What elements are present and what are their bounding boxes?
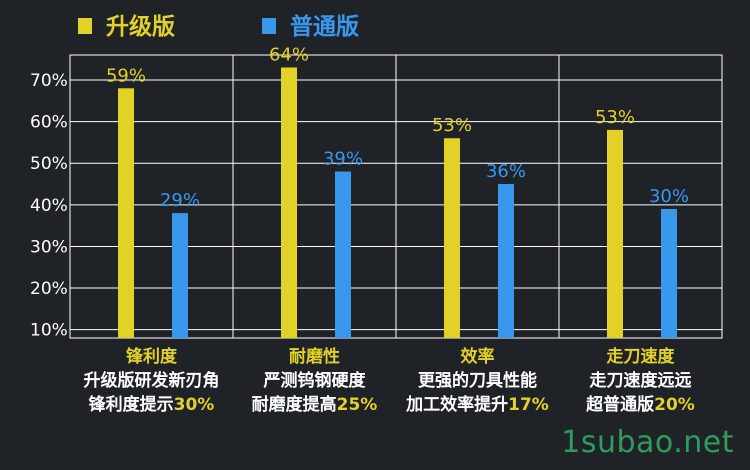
category-label: 锋利度 bbox=[126, 346, 178, 367]
category-label: 效率 bbox=[461, 346, 495, 367]
category-desc-text: 锋利度提示 bbox=[89, 394, 174, 415]
category-desc-value: 30% bbox=[174, 395, 215, 415]
category-desc-line1: 走刀速度远远 bbox=[590, 370, 692, 391]
category-label: 耐磨性 bbox=[289, 346, 340, 367]
legend-label-1: 普通版 bbox=[290, 13, 359, 40]
category-desc-value: 17% bbox=[508, 395, 549, 415]
y-tick-label: 50% bbox=[30, 154, 68, 174]
data-label: 59% bbox=[106, 65, 146, 86]
category-desc-line2: 加工效率提升17% bbox=[405, 394, 549, 415]
data-label: 39% bbox=[323, 149, 363, 170]
bar bbox=[661, 208, 677, 338]
bar bbox=[335, 171, 351, 338]
category-desc-text: 加工效率提升 bbox=[405, 394, 508, 415]
legend-label-0: 升级版 bbox=[106, 13, 175, 40]
data-labels: 59% 64% 53% 53% 29% 39% 36% 30% bbox=[106, 44, 689, 211]
bar bbox=[172, 213, 188, 338]
bar bbox=[607, 129, 623, 338]
data-label: 53% bbox=[595, 107, 635, 128]
y-tick-label: 20% bbox=[30, 279, 68, 299]
legend: 升级版 普通版 bbox=[78, 13, 359, 40]
y-axis-ticks: 10% 20% 30% 40% 50% 60% 70% bbox=[30, 71, 68, 341]
y-tick-label: 10% bbox=[30, 321, 68, 341]
category-desc-line1: 更强的刀具性能 bbox=[418, 370, 537, 391]
legend-swatch-1 bbox=[262, 18, 276, 34]
category-desc-line1: 升级版研发新刃角 bbox=[84, 370, 220, 391]
category-desc-value: 25% bbox=[337, 395, 378, 415]
category-desc-line2: 耐磨度提高25% bbox=[252, 394, 378, 415]
category-descriptions: 锋利度升级版研发新刃角锋利度提示30%耐磨性严测钨钢硬度耐磨度提高25%效率更强… bbox=[84, 346, 695, 415]
data-label: 30% bbox=[649, 186, 689, 207]
data-label: 64% bbox=[269, 44, 309, 65]
data-label: 53% bbox=[432, 115, 472, 136]
category-desc-text: 耐磨度提高 bbox=[252, 394, 337, 415]
bar bbox=[281, 67, 297, 338]
watermark: 1subao.net bbox=[561, 425, 734, 460]
category-desc-value: 20% bbox=[654, 395, 695, 415]
bar bbox=[498, 184, 514, 338]
y-tick-label: 70% bbox=[30, 71, 68, 91]
legend-swatch-0 bbox=[78, 18, 92, 34]
data-label: 36% bbox=[486, 161, 526, 182]
bar bbox=[118, 88, 134, 338]
bar bbox=[444, 138, 460, 338]
category-label: 走刀速度 bbox=[607, 346, 676, 367]
y-tick-label: 60% bbox=[30, 113, 68, 133]
bars bbox=[118, 67, 677, 338]
y-tick-label: 40% bbox=[30, 196, 68, 216]
category-desc-line1: 严测钨钢硬度 bbox=[264, 370, 367, 391]
y-tick-label: 30% bbox=[30, 237, 68, 257]
data-label: 29% bbox=[160, 190, 200, 211]
category-desc-text: 超普通版 bbox=[586, 394, 654, 415]
category-desc-line2: 锋利度提示30% bbox=[89, 394, 215, 415]
category-desc-line2: 超普通版20% bbox=[586, 394, 695, 415]
